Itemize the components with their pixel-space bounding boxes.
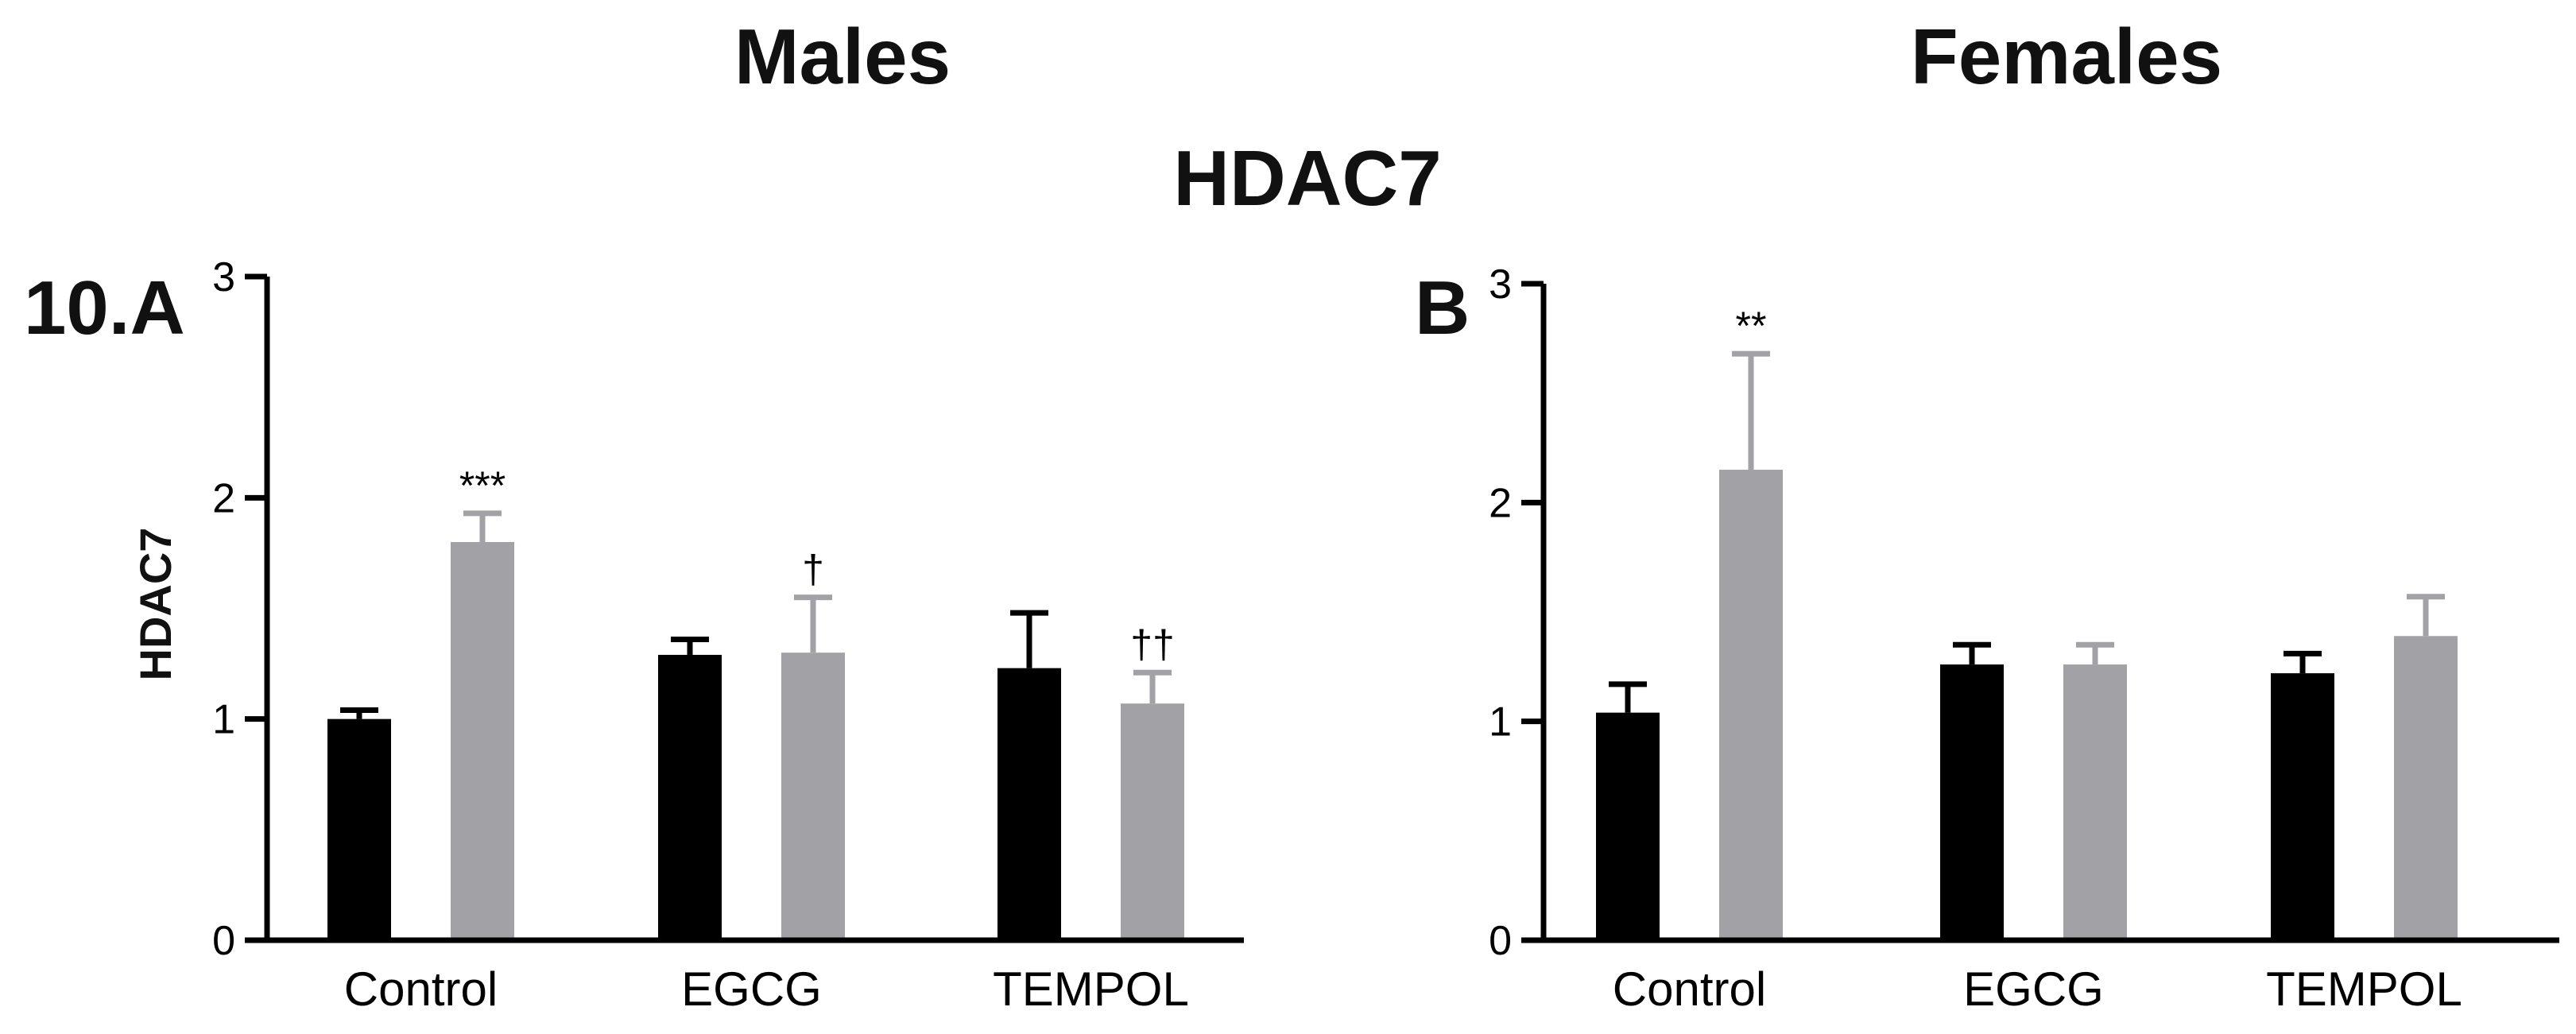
y-tick-label-males-1: 1 [212,697,235,743]
panel-label-a: 10.A [24,265,185,350]
bar-males-gray-control [451,542,514,940]
bar-females-black-control [1596,712,1660,940]
x-label-males-egcg: EGCG [681,962,822,1016]
y-tick-label-males-2: 2 [212,475,235,521]
bar-females-black-egcg [1940,664,2004,940]
x-label-males-control: Control [344,962,498,1016]
x-label-males-tempol: TEMPOL [993,962,1189,1016]
males-header: Males [734,13,951,100]
bar-males-black-egcg [658,654,722,940]
y-axis-label: HDAC7 [130,528,180,681]
y-tick-label-males-0: 0 [212,918,235,964]
bar-females-gray-control [1719,470,1783,940]
significance-marker-males-2: †† [1130,622,1175,667]
significance-marker-males-1: † [802,548,824,592]
y-tick-label-females-2: 2 [1489,480,1512,526]
x-label-females-control: Control [1613,962,1766,1016]
bar-males-gray-egcg [781,653,845,940]
y-tick-label-females-3: 3 [1489,261,1512,308]
bar-males-gray-tempol [1121,703,1184,940]
bar-females-gray-tempol [2394,636,2458,940]
females-header: Females [1911,13,2222,100]
bar-males-black-tempol [997,668,1061,940]
y-tick-label-females-0: 0 [1489,918,1512,964]
bar-females-black-tempol [2271,673,2334,940]
significance-marker-males-0: *** [459,463,506,508]
bar-males-black-control [327,718,391,940]
y-tick-label-females-1: 1 [1489,699,1512,745]
y-tick-label-males-3: 3 [212,254,235,300]
panel-label-b: B [1415,265,1470,350]
x-label-females-egcg: EGCG [1963,962,2104,1016]
figure-heading: HDAC7 [1173,134,1442,222]
panel-females: ** 0 1 2 3 Control EGCG TEMPOL [1489,261,2559,1016]
x-label-females-tempol: TEMPOL [2266,962,2462,1016]
bar-females-gray-egcg [2063,664,2127,940]
significance-marker-females-0: ** [1736,304,1767,348]
